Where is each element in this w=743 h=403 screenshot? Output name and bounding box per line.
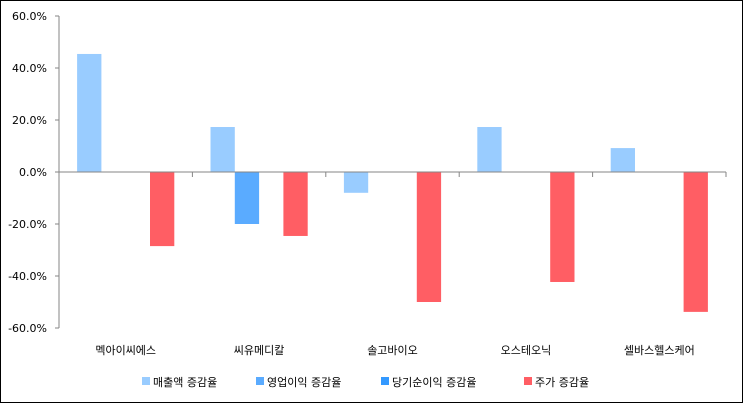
x-category-label: 셀바스헬스케어	[624, 344, 695, 357]
legend-swatch-4	[524, 377, 532, 385]
legend-label-2: 영업이익 증감율	[267, 376, 341, 389]
legend-swatch-2	[256, 377, 264, 385]
y-tick-label: 60.0%	[12, 10, 47, 23]
legend-label-3: 당기순이익 증감율	[392, 376, 476, 389]
x-category-label: 오스테오닉	[501, 344, 552, 357]
bar-4-2	[283, 172, 308, 236]
y-tick-label: -60.0%	[8, 322, 47, 335]
bar-1-5	[610, 148, 635, 172]
x-category-label: 씨유메디칼	[234, 344, 285, 357]
bar-4-5	[683, 172, 708, 312]
bar-2-2	[234, 172, 260, 224]
bar-1-4	[477, 127, 502, 172]
legend-label-1: 매출액 증감율	[153, 376, 217, 389]
y-tick-label: 40.0%	[12, 62, 47, 75]
bar-1-3	[343, 172, 369, 193]
legend-swatch-1	[142, 377, 150, 385]
y-tick-label: 0.0%	[19, 166, 47, 179]
bar-1-1	[77, 53, 102, 172]
legend-label-4: 주가 증감율	[535, 376, 589, 389]
y-tick-label: 20.0%	[12, 114, 47, 127]
y-tick-label: -20.0%	[8, 218, 47, 231]
bar-4-4	[550, 172, 575, 282]
x-category-label: 솔고바이오	[367, 344, 418, 357]
bar-4-3	[416, 172, 442, 302]
bar-4-1	[150, 172, 175, 247]
legend-swatch-3	[381, 377, 389, 385]
bar-1-2	[210, 127, 235, 172]
x-category-label: 멕아이씨에스	[95, 344, 156, 357]
y-tick-label: -40.0%	[8, 270, 47, 283]
